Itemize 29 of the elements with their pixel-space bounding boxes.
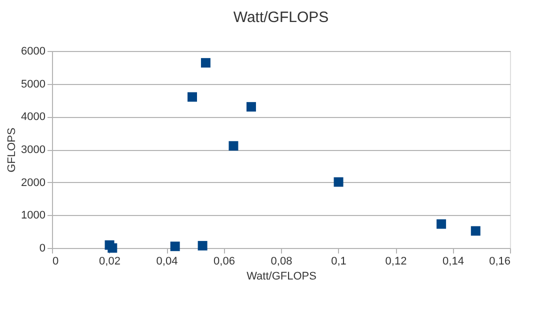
x-tick-label: 0,04 bbox=[156, 256, 178, 268]
point bbox=[170, 242, 180, 252]
x-tick-label: 0,1 bbox=[331, 256, 346, 268]
point bbox=[108, 243, 118, 253]
x-tick-label: 0,06 bbox=[214, 256, 235, 268]
y-axis-title: GFLOPS bbox=[6, 128, 18, 172]
x-axis-title: Watt/GFLOPS bbox=[246, 270, 316, 282]
y-tick-label: 0 bbox=[39, 242, 46, 254]
y-tick-label: 6000 bbox=[21, 46, 46, 58]
point bbox=[436, 219, 446, 229]
point bbox=[334, 177, 344, 187]
x-tick-label: 0,08 bbox=[270, 256, 292, 268]
x-tick-label: 0,16 bbox=[489, 256, 510, 268]
chart-title: Watt/GFLOPS bbox=[233, 9, 329, 26]
y-tick-label: 4000 bbox=[21, 111, 46, 124]
point bbox=[246, 102, 256, 112]
y-tick-label: 1000 bbox=[21, 210, 46, 222]
x-tick-label: 0,02 bbox=[99, 256, 120, 268]
y-tick-label: 2000 bbox=[21, 176, 46, 189]
point bbox=[200, 58, 210, 68]
point bbox=[198, 240, 208, 250]
x-tick-label: 0 bbox=[52, 256, 59, 268]
x-tick-label: 0,12 bbox=[385, 256, 407, 268]
y-tick-label: 3000 bbox=[21, 144, 46, 156]
point bbox=[228, 141, 238, 151]
x-tick-label: 0,14 bbox=[442, 256, 464, 268]
point bbox=[470, 226, 480, 236]
y-tick-label: 5000 bbox=[21, 78, 46, 90]
point bbox=[188, 92, 198, 102]
